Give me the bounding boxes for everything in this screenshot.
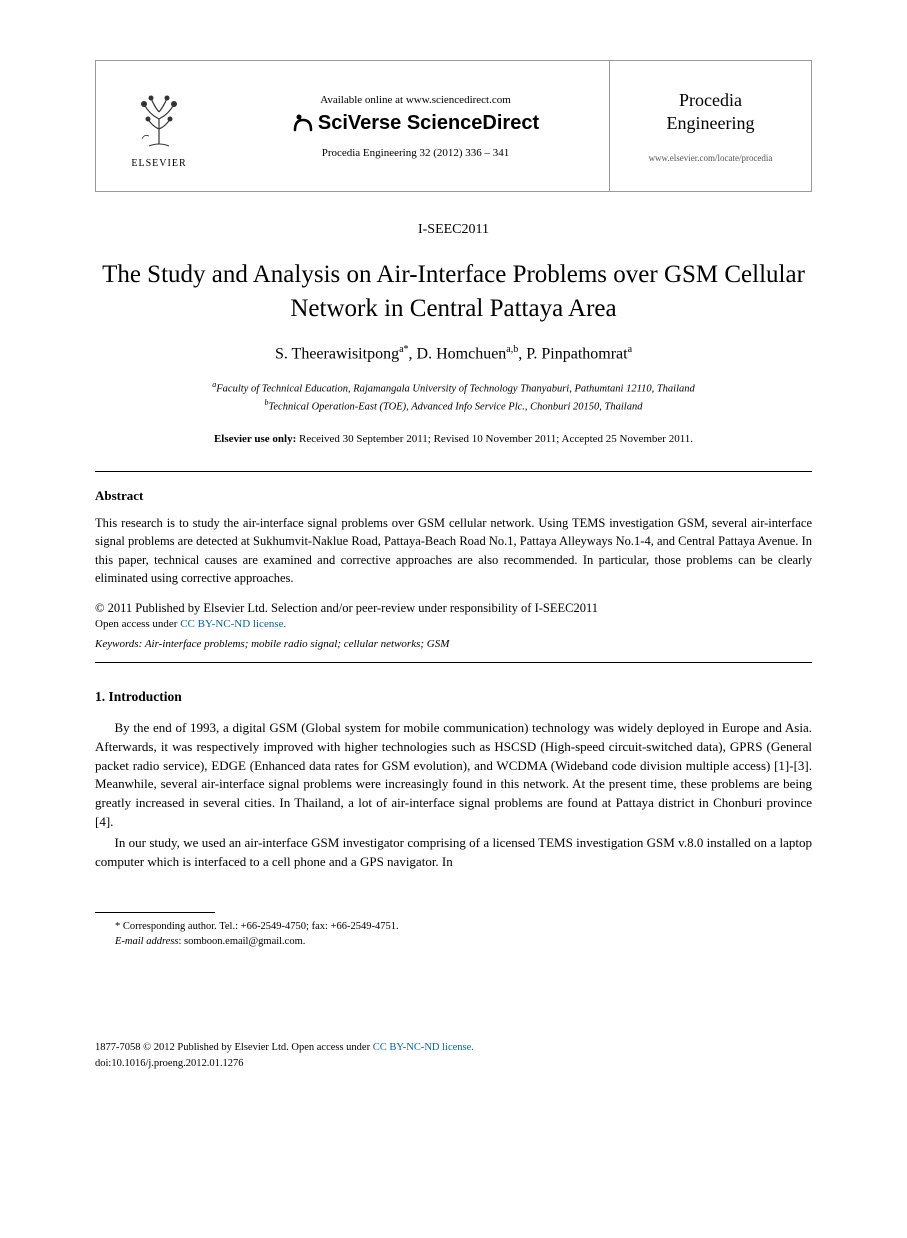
- brand-text: SciVerse ScienceDirect: [318, 112, 539, 135]
- email-line: E-mail address: somboon.email@gmail.com.: [115, 934, 812, 950]
- paragraph-1: By the end of 1993, a digital GSM (Globa…: [95, 719, 812, 832]
- license-link[interactable]: CC BY-NC-ND license.: [180, 618, 286, 630]
- section-1-heading: 1. Introduction: [95, 689, 812, 705]
- elsevier-label: ELSEVIER: [131, 158, 186, 169]
- footnote-rule: [95, 912, 215, 913]
- affil-b: Technical Operation-East (TOE), Advanced…: [269, 402, 643, 413]
- keywords: Keywords: Air-interface problems; mobile…: [95, 638, 812, 650]
- elsevier-tree-icon: [124, 84, 194, 154]
- publisher-logo-block: ELSEVIER: [96, 61, 222, 191]
- section-1-body: By the end of 1993, a digital GSM (Globa…: [95, 719, 812, 872]
- copyright-line: © 2011 Published by Elsevier Ltd. Select…: [95, 601, 812, 616]
- authors-line: S. Theerawisitponga*, D. Homchuena,b, P.…: [95, 344, 812, 363]
- article-dates: Elsevier use only: Received 30 September…: [95, 433, 812, 445]
- journal-url: www.elsevier.com/locate/procedia: [649, 153, 773, 163]
- email-value: : somboon.email@gmail.com.: [178, 936, 305, 947]
- author-1-sup: a*: [399, 344, 408, 355]
- abstract-text: This research is to study the air-interf…: [95, 514, 812, 587]
- header-center: Available online at www.sciencedirect.co…: [222, 61, 609, 191]
- available-online-text: Available online at www.sciencedirect.co…: [320, 94, 511, 106]
- author-2: , D. Homchuen: [409, 345, 507, 362]
- paper-title: The Study and Analysis on Air-Interface …: [95, 258, 812, 326]
- dates-text: Received 30 September 2011; Revised 10 N…: [296, 433, 693, 445]
- affil-a: Faculty of Technical Education, Rajamang…: [216, 383, 695, 394]
- page-footer: 1877-7058 © 2012 Published by Elsevier L…: [95, 1040, 812, 1072]
- author-3-sup: a: [628, 344, 632, 355]
- open-access-prefix: Open access under: [95, 618, 180, 630]
- header-box: ELSEVIER Available online at www.science…: [95, 60, 812, 192]
- header-right: Procedia Engineering www.elsevier.com/lo…: [609, 61, 811, 191]
- sciencedirect-brand: SciVerse ScienceDirect: [292, 112, 539, 135]
- dates-label: Elsevier use only:: [214, 433, 296, 445]
- rule-top: [95, 471, 812, 472]
- journal-reference: Procedia Engineering 32 (2012) 336 – 341: [322, 147, 510, 159]
- email-label: E-mail address: [115, 936, 178, 947]
- author-2-sup: a,b: [506, 344, 518, 355]
- author-3: , P. Pinpathomrat: [518, 345, 627, 362]
- paragraph-2: In our study, we used an air-interface G…: [95, 834, 812, 872]
- rule-bottom: [95, 662, 812, 663]
- author-1: S. Theerawisitpong: [275, 345, 399, 362]
- abstract-heading: Abstract: [95, 488, 812, 504]
- footer-prefix: 1877-7058 © 2012 Published by Elsevier L…: [95, 1042, 373, 1053]
- corresponding-author: * Corresponding author. Tel.: +66-2549-4…: [115, 919, 812, 935]
- keywords-label: Keywords:: [95, 638, 142, 650]
- journal-name: Procedia Engineering: [667, 89, 755, 136]
- page: ELSEVIER Available online at www.science…: [0, 0, 907, 1132]
- sciverse-icon: [292, 112, 314, 134]
- affiliations: aFaculty of Technical Education, Rajaman…: [95, 379, 812, 416]
- footer-line-1: 1877-7058 © 2012 Published by Elsevier L…: [95, 1040, 812, 1056]
- footer-doi: doi:10.1016/j.proeng.2012.01.1276: [95, 1056, 812, 1072]
- open-access-line: Open access under CC BY-NC-ND license.: [95, 618, 812, 630]
- footnote-block: * Corresponding author. Tel.: +66-2549-4…: [115, 919, 812, 951]
- footer-license-link[interactable]: CC BY-NC-ND license.: [373, 1042, 474, 1053]
- conference-name: I-SEEC2011: [95, 222, 812, 238]
- keywords-text: Air-interface problems; mobile radio sig…: [142, 638, 449, 650]
